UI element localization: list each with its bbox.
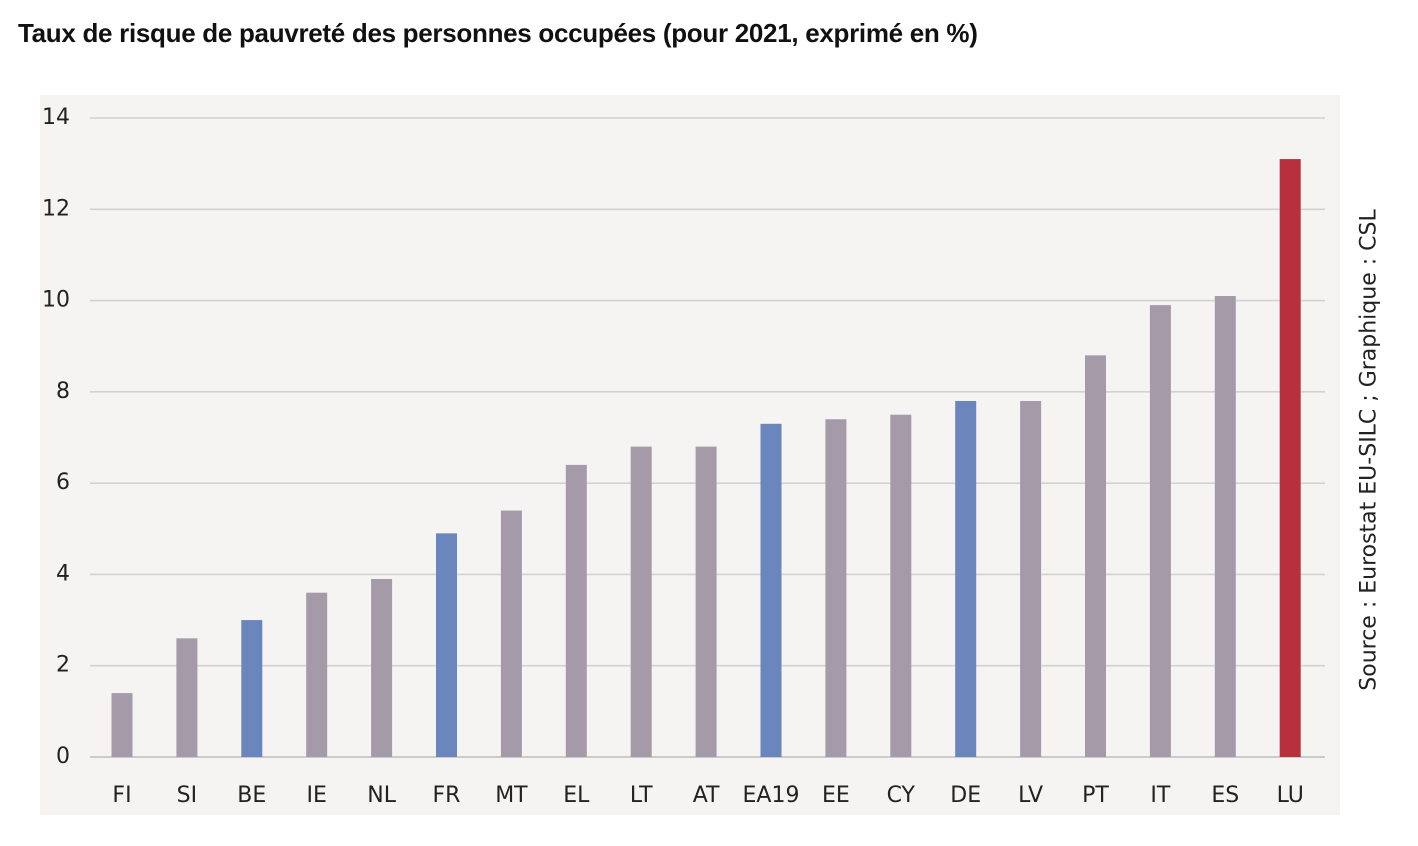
x-tick-label: EA19 bbox=[743, 783, 800, 808]
bar-el bbox=[565, 464, 587, 757]
x-tick-label: MT bbox=[495, 783, 528, 808]
bar-ee bbox=[825, 419, 847, 757]
bar-lv bbox=[1020, 400, 1042, 757]
x-tick-label: BE bbox=[237, 783, 266, 808]
bar-fr bbox=[436, 533, 457, 757]
bar-lu bbox=[1279, 159, 1301, 758]
x-tick-label: EL bbox=[563, 783, 590, 808]
y-tick-label: 12 bbox=[42, 196, 70, 221]
bar-cy bbox=[890, 414, 912, 757]
x-tick-label: FI bbox=[112, 783, 131, 808]
x-tick-label: IT bbox=[1150, 783, 1170, 808]
x-tick-label: NL bbox=[367, 783, 396, 808]
x-tick-label: EE bbox=[822, 783, 850, 808]
bar-lt bbox=[630, 446, 652, 757]
bar-it bbox=[1149, 305, 1171, 757]
x-tick-label: IE bbox=[307, 783, 327, 808]
x-tick-label: LU bbox=[1277, 783, 1304, 808]
x-tick-label: PT bbox=[1082, 783, 1109, 808]
y-tick-label: 14 bbox=[42, 105, 70, 130]
bar-nl bbox=[371, 578, 393, 757]
source-label: Source : Eurostat EU-SILC ; Graphique : … bbox=[1356, 209, 1382, 691]
bar-pt bbox=[1085, 355, 1106, 757]
y-tick-label: 10 bbox=[42, 288, 70, 313]
y-tick-label: 4 bbox=[56, 561, 70, 586]
y-tick-label: 0 bbox=[56, 744, 70, 769]
x-tick-label: AT bbox=[693, 783, 720, 808]
bar-mt bbox=[500, 510, 522, 757]
x-tick-label: CY bbox=[887, 783, 916, 808]
x-tick-label: SI bbox=[177, 783, 197, 808]
y-tick-label: 8 bbox=[56, 379, 70, 404]
plot-background bbox=[40, 95, 1340, 815]
bar-fi bbox=[111, 693, 133, 757]
bar-at bbox=[695, 446, 717, 757]
bar-de bbox=[955, 400, 977, 757]
x-tick-label: LV bbox=[1018, 783, 1043, 808]
x-tick-label: LT bbox=[630, 783, 653, 808]
bar-ie bbox=[306, 592, 328, 757]
chart-title: Taux de risque de pauvreté des personnes… bbox=[18, 18, 978, 48]
bar-si bbox=[176, 638, 198, 757]
x-tick-label: ES bbox=[1211, 783, 1239, 808]
y-tick-label: 2 bbox=[56, 653, 70, 678]
y-axis-ticks: 0 2 4 6 8 10 12 14 bbox=[42, 105, 70, 769]
x-axis-ticks: FI SI BE IE NL FR MT EL LT AT EA19 EE CY DE LV PT IT ES LU bbox=[112, 783, 1303, 808]
bar-es bbox=[1214, 296, 1236, 757]
bar-be bbox=[241, 620, 263, 757]
x-tick-label: FR bbox=[433, 783, 461, 808]
bar-ea19 bbox=[760, 423, 782, 757]
y-tick-label: 6 bbox=[56, 470, 70, 495]
x-tick-label: DE bbox=[950, 783, 981, 808]
bars bbox=[111, 159, 1301, 758]
